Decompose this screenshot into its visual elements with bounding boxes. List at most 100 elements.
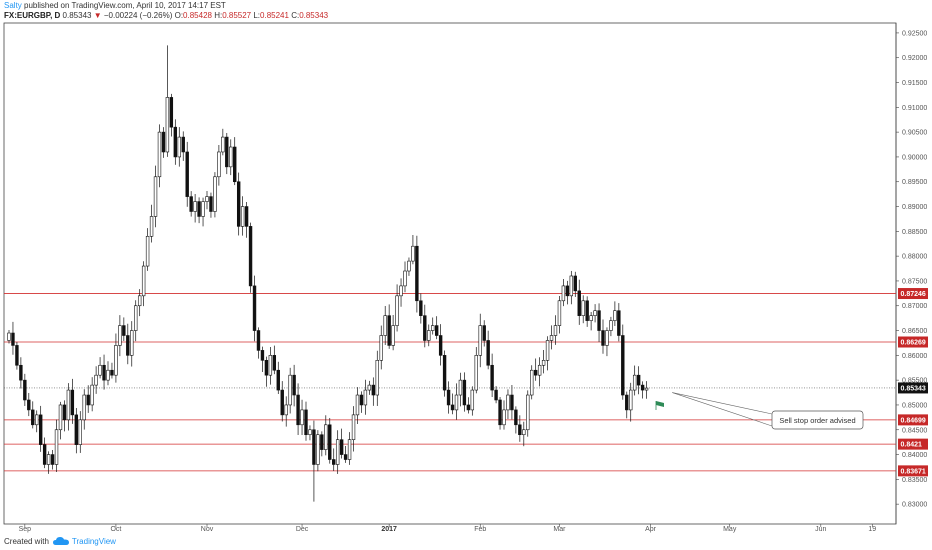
- candle: [134, 300, 138, 342]
- candle-body: [11, 332, 15, 346]
- candle: [482, 320, 486, 347]
- candle: [130, 321, 134, 367]
- candle: [256, 327, 261, 359]
- candle-body: [498, 399, 502, 426]
- candle-body: [106, 369, 110, 381]
- candle-body: [537, 364, 542, 376]
- candle-body: [601, 330, 605, 346]
- candle-body: [185, 151, 189, 197]
- candle: [320, 431, 324, 457]
- candle: [236, 172, 241, 236]
- candle: [617, 303, 621, 342]
- candle: [169, 93, 174, 137]
- candle-body: [585, 300, 589, 321]
- candle-body: [165, 97, 170, 153]
- candle-body: [209, 196, 213, 212]
- candle: [106, 361, 110, 386]
- candle-body: [197, 201, 201, 217]
- candle-body: [268, 355, 273, 376]
- candle: [355, 387, 360, 425]
- candle: [569, 270, 574, 305]
- candle: [332, 448, 336, 472]
- candle: [316, 430, 320, 472]
- candle: [137, 289, 142, 317]
- candle-body: [161, 131, 166, 153]
- level-label-bg-4: [898, 465, 928, 477]
- candle: [640, 381, 645, 399]
- candle-body: [308, 429, 312, 436]
- candle: [296, 383, 300, 436]
- candle: [300, 399, 304, 436]
- price-tick-label: 0.85500: [902, 378, 927, 385]
- candle: [62, 400, 67, 432]
- candle: [474, 347, 478, 394]
- candle-body: [23, 379, 27, 401]
- price-tick-label: 0.88000: [902, 254, 927, 261]
- level-label-bg-2: [898, 414, 928, 426]
- candle-body: [205, 196, 209, 202]
- time-tick-label: Dec: [296, 526, 309, 533]
- candle-body: [42, 444, 47, 465]
- candle: [446, 381, 451, 414]
- candle-body: [621, 335, 625, 396]
- candle: [478, 313, 482, 368]
- annotation[interactable]: Sell stop order advised: [655, 392, 864, 430]
- candle-body: [625, 394, 629, 411]
- candle: [585, 296, 589, 327]
- candle-body: [395, 295, 399, 326]
- chart-border: [3, 22, 897, 525]
- candle-body: [74, 414, 79, 445]
- candle-body: [35, 414, 39, 426]
- candle: [466, 397, 471, 414]
- candle: [399, 278, 403, 307]
- candle-body: [256, 330, 261, 351]
- candle: [379, 325, 383, 370]
- price-tick-label: 0.87500: [902, 278, 927, 285]
- candle-body: [90, 384, 94, 406]
- candle-body: [371, 384, 376, 396]
- candle-body: [502, 409, 506, 426]
- candle-body: [577, 290, 581, 316]
- candle: [431, 317, 435, 335]
- candle-body: [98, 364, 102, 376]
- candle: [185, 141, 189, 207]
- candle-body: [94, 374, 98, 386]
- candle-body: [462, 379, 467, 406]
- low-label: L:: [253, 11, 261, 20]
- candle-body: [367, 384, 372, 391]
- candle: [149, 204, 154, 243]
- candle: [240, 196, 245, 236]
- candle: [498, 397, 502, 430]
- candle: [371, 377, 376, 406]
- price-tick-label: 0.83500: [902, 477, 927, 484]
- candle: [335, 430, 340, 474]
- candle-body: [86, 394, 90, 406]
- candle: [458, 372, 463, 407]
- candle-body: [478, 325, 482, 356]
- candle: [609, 316, 613, 337]
- candle: [177, 127, 181, 167]
- candle-body: [177, 136, 181, 158]
- candle: [506, 389, 510, 419]
- author-link[interactable]: Salty: [4, 1, 22, 10]
- candle-body: [221, 136, 225, 153]
- candle: [7, 330, 11, 344]
- candle-body: [141, 265, 146, 297]
- candle: [90, 377, 94, 412]
- candle-body: [264, 360, 269, 376]
- candle-body: [110, 369, 114, 376]
- tradingview-cloud-icon: [52, 537, 69, 545]
- candle-body: [518, 424, 522, 436]
- candle: [359, 391, 364, 413]
- candle-body: [530, 369, 534, 396]
- candle: [66, 383, 71, 431]
- publish-text: published on TradingView.com, April 10, …: [24, 1, 226, 10]
- candle-body: [66, 389, 71, 421]
- price-tick-label: 0.85000: [902, 402, 927, 409]
- candle-body: [490, 364, 494, 391]
- candle-body: [355, 394, 360, 416]
- tradingview-logo[interactable]: TradingView: [52, 536, 116, 546]
- price-tick-label: 0.86000: [902, 353, 927, 360]
- time-tick-label: Jun: [815, 526, 826, 533]
